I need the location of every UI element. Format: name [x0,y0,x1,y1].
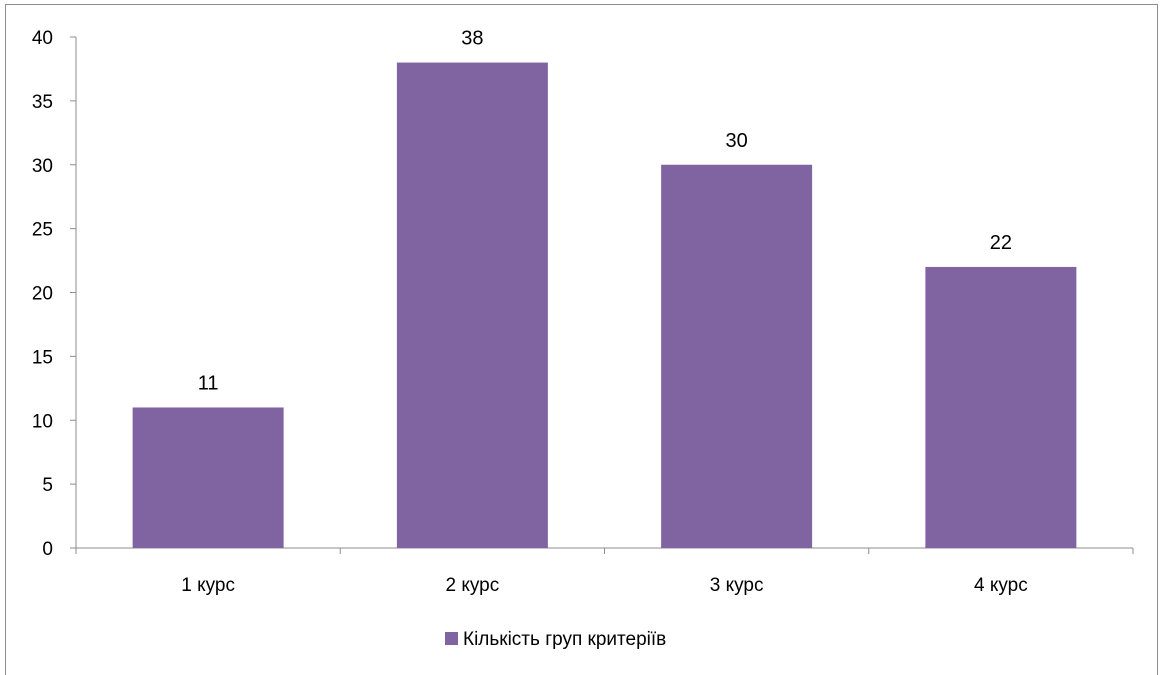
y-tick-label: 20 [32,284,53,305]
data-labels: 11 38 30 22 [198,28,1012,395]
bar [661,164,813,548]
x-tick-label: 4 курс [974,575,1028,596]
bar-series [132,62,1077,549]
x-tick-label: 3 курс [710,575,764,596]
y-tick-label: 15 [32,347,53,368]
y-tick-label: 35 [32,92,53,113]
bar-data-label: 22 [990,232,1012,254]
y-tick-label: 5 [42,475,53,496]
y-tick-label: 30 [32,156,53,177]
y-tick-label: 10 [32,411,53,432]
y-axis-ticks: 0 5 10 15 20 25 30 35 40 [32,28,76,560]
x-tick-label: 1 курс [181,575,235,596]
legend-swatch [445,632,458,645]
bar-data-label: 11 [198,372,219,394]
bar-data-label: 38 [461,28,483,50]
y-tick-label: 25 [32,220,53,241]
x-tick-label: 2 курс [446,575,500,596]
y-tick-label: 0 [42,539,53,560]
y-tick-label: 40 [32,28,53,49]
bar-data-label: 30 [726,130,748,152]
x-axis-ticks: 1 курс 2 курс 3 курс 4 курс [75,548,1134,596]
bar [396,62,548,549]
legend-label: Кількість груп критеріїв [463,629,666,650]
bar [132,407,284,548]
legend: Кількість груп критеріїв [445,629,666,650]
bar [925,266,1077,548]
